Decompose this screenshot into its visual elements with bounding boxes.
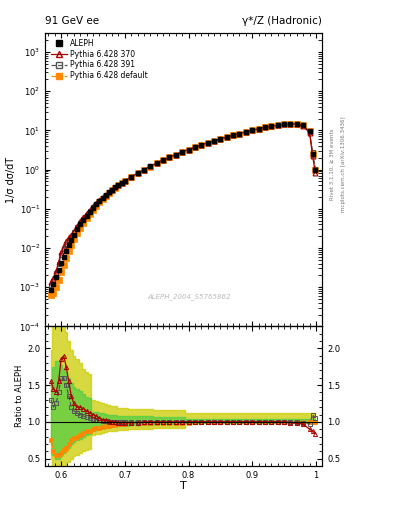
Text: γ*/Z (Hadronic): γ*/Z (Hadronic) xyxy=(242,16,322,26)
Y-axis label: Ratio to ALEPH: Ratio to ALEPH xyxy=(15,365,24,428)
Text: Rivet 3.1.10, ≥ 3M events: Rivet 3.1.10, ≥ 3M events xyxy=(330,128,334,200)
Text: ALEPH_2004_S5765862: ALEPH_2004_S5765862 xyxy=(147,294,231,301)
X-axis label: T: T xyxy=(180,481,187,491)
Text: 91 GeV ee: 91 GeV ee xyxy=(45,16,99,26)
Legend: ALEPH, Pythia 6.428 370, Pythia 6.428 391, Pythia 6.428 default: ALEPH, Pythia 6.428 370, Pythia 6.428 39… xyxy=(48,36,151,82)
Text: mcplots.cern.ch [arXiv:1306.3436]: mcplots.cern.ch [arXiv:1306.3436] xyxy=(342,116,346,211)
Y-axis label: 1/σ dσ/dT: 1/σ dσ/dT xyxy=(6,157,17,203)
